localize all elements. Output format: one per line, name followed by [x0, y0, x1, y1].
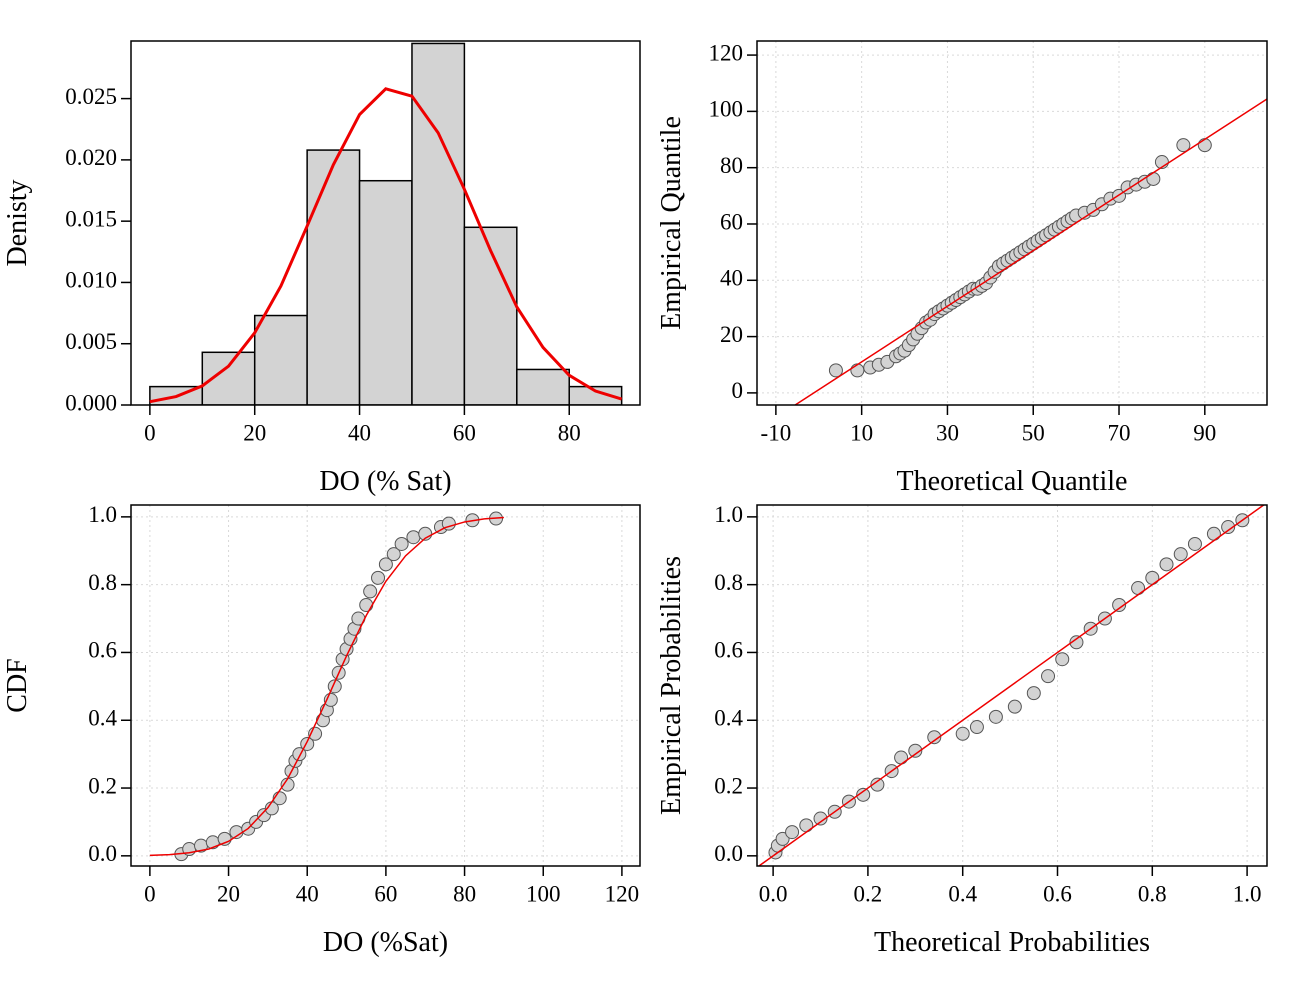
panel: 0 20 40 60 80 0.000 0.005 0.010 0.015 0.020 0.025 D…	[2, 41, 640, 497]
fit-line	[759, 505, 1264, 866]
point	[851, 364, 864, 377]
point	[956, 727, 969, 740]
fit-line	[150, 518, 504, 856]
x-tick-label: 60	[374, 881, 397, 906]
point	[407, 531, 420, 544]
y-tick-label: 0.8	[714, 570, 743, 595]
y-tick-label: 0.2	[88, 773, 117, 798]
point	[786, 826, 799, 839]
y-tick-label: 60	[720, 209, 743, 234]
point	[1132, 582, 1145, 595]
y-tick-label: 0.025	[65, 84, 117, 109]
x-tick-label: 40	[348, 420, 371, 445]
point	[364, 585, 377, 598]
point	[1027, 687, 1040, 700]
y-tick-label: 40	[720, 266, 743, 291]
y-tick-label: 1.0	[88, 502, 117, 527]
bar	[255, 316, 307, 405]
x-tick-label: 80	[558, 420, 581, 445]
point	[372, 571, 385, 584]
bar	[412, 43, 464, 405]
fit-line	[795, 99, 1267, 405]
y-tick-label: 0.4	[714, 706, 743, 731]
y-tick-label: 0.010	[65, 268, 117, 293]
y-tick-label: 20	[720, 322, 743, 347]
y-tick-label: 0.2	[714, 773, 743, 798]
x-tick-label: 30	[936, 420, 959, 445]
bar	[360, 181, 412, 405]
x-tick-label: 0.0	[759, 881, 788, 906]
point	[1146, 571, 1159, 584]
x-axis-title: Theoretical Probabilities	[874, 927, 1150, 958]
plot-area	[795, 99, 1267, 405]
y-tick-label: 0	[732, 378, 744, 403]
y-tick-label: 0.4	[88, 706, 117, 731]
y-tick-label: 0.6	[88, 638, 117, 663]
x-tick-label: 0.4	[948, 881, 977, 906]
x-tick-label: 70	[1108, 420, 1131, 445]
x-tick-label: 40	[296, 881, 319, 906]
point	[1207, 527, 1220, 540]
panel: 0.0 0.2 0.4 0.6 0.8 1.0 0.0 0.2 0.4 0.6 0.8 1.0 Theo…	[656, 502, 1267, 958]
x-tick-label: 90	[1193, 420, 1216, 445]
point	[1160, 558, 1173, 571]
plot-area	[150, 512, 504, 861]
x-tick-label: 100	[526, 881, 561, 906]
x-tick-label: 80	[453, 881, 476, 906]
y-tick-label: 0.8	[88, 570, 117, 595]
bar	[307, 150, 359, 405]
point	[989, 710, 1002, 723]
y-tick-label: 0.0	[714, 841, 743, 866]
y-tick-label: 0.000	[65, 390, 117, 415]
point	[1042, 670, 1055, 683]
point	[800, 819, 813, 832]
y-tick-label: 100	[709, 97, 744, 122]
y-tick-label: 120	[709, 40, 744, 65]
x-axis-title: Theoretical Quantile	[897, 466, 1128, 497]
x-tick-label: 0	[144, 420, 156, 445]
x-tick-label: 1.0	[1233, 881, 1262, 906]
y-axis-title: CDF	[2, 658, 33, 712]
x-tick-label: 20	[243, 420, 266, 445]
x-tick-label: 0.6	[1043, 881, 1072, 906]
panel: -10 10 30 50 70 90 0 20 40 60 80 100 120 Theoretical …	[656, 40, 1267, 497]
point	[895, 751, 908, 764]
x-tick-label: 20	[217, 881, 240, 906]
x-tick-label: -10	[761, 420, 792, 445]
x-tick-label: 0	[144, 881, 156, 906]
point	[1008, 700, 1021, 713]
plot-area	[759, 505, 1264, 866]
x-tick-label: 0.2	[854, 881, 883, 906]
panel: 0 20 40 60 80 100 120 0.0 0.2 0.4 0.6 0.8 1.0 DO (%Sa…	[2, 502, 640, 958]
point	[360, 598, 373, 611]
y-axis-title: Empirical Quantile	[656, 116, 687, 330]
y-tick-label: 0.005	[65, 329, 117, 354]
y-axis-title: Denisty	[2, 179, 33, 266]
x-tick-label: 0.8	[1138, 881, 1167, 906]
y-tick-label: 0.0	[88, 841, 117, 866]
point	[1174, 548, 1187, 561]
point	[970, 721, 983, 734]
y-tick-label: 0.015	[65, 206, 117, 231]
y-tick-label: 1.0	[714, 502, 743, 527]
point	[1188, 537, 1201, 550]
x-axis-title: DO (% Sat)	[319, 466, 451, 497]
x-tick-label: 10	[850, 420, 873, 445]
point	[1056, 653, 1069, 666]
bar	[517, 369, 569, 405]
y-tick-label: 80	[720, 153, 743, 178]
y-tick-label: 0.020	[65, 145, 117, 170]
x-axis-title: DO (%Sat)	[323, 927, 448, 958]
x-tick-label: 60	[453, 420, 476, 445]
y-tick-label: 0.6	[714, 638, 743, 663]
x-tick-label: 120	[605, 881, 640, 906]
x-tick-label: 50	[1022, 420, 1045, 445]
point	[1147, 172, 1160, 185]
y-axis-title: Empirical Probabilities	[656, 556, 687, 815]
plot-area	[150, 43, 622, 405]
plot-frame	[757, 41, 1267, 405]
point	[1198, 139, 1211, 152]
point	[395, 537, 408, 550]
